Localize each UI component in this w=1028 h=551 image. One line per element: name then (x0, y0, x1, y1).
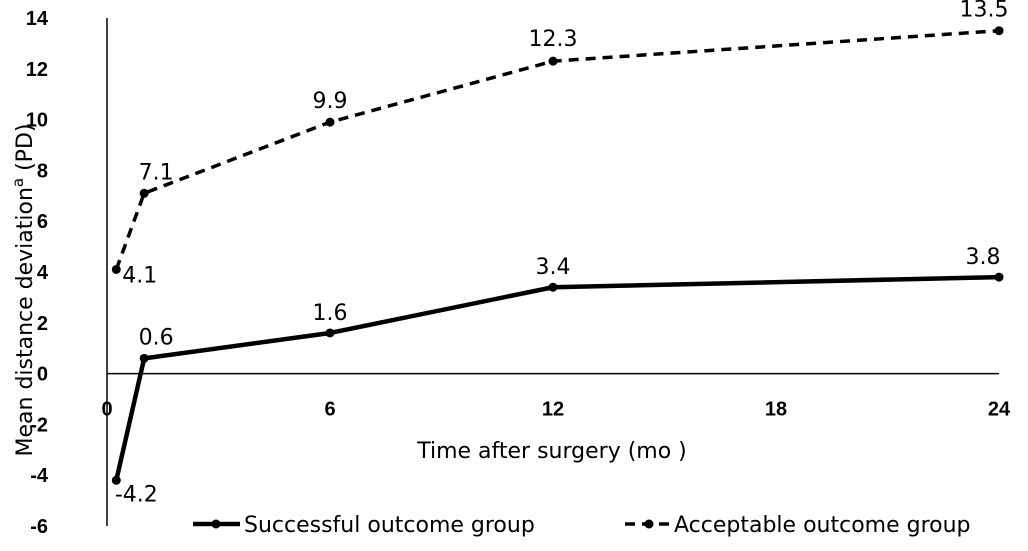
legend: Successful outcome group Acceptable outco… (193, 513, 971, 538)
data-point (111, 264, 121, 274)
y-tick-label: 4 (37, 262, 49, 284)
legend-marker (644, 519, 654, 529)
y-tick-label: 8 (37, 160, 48, 182)
data-point (325, 328, 335, 338)
data-label: 4.1 (122, 263, 157, 288)
y-axis-title-unit: (PD) (13, 124, 38, 178)
data-label: 13.5 (960, 0, 1009, 23)
y-tick-label: 2 (37, 313, 48, 335)
data-point (548, 56, 558, 66)
x-tick-label: 12 (542, 399, 564, 421)
x-tick-label: 0 (101, 399, 112, 421)
x-axis-title: Time after surgery (mo ) (416, 439, 687, 464)
y-axis-title-text: Mean distance deviationa (PD) (9, 124, 38, 457)
x-tick-label: 24 (988, 399, 1011, 421)
legend-marker (211, 519, 221, 529)
data-label: 3.4 (536, 255, 571, 280)
x-tick-label: 6 (324, 399, 335, 421)
legend-label: Acceptable outcome group (674, 513, 971, 538)
data-label: 12.3 (529, 27, 578, 52)
series-1: -4.2 0.6 1.6 3.4 3.8 (111, 245, 1004, 507)
data-point (139, 188, 149, 198)
y-tick-label: -2 (30, 414, 48, 436)
y-tick-label: 6 (37, 211, 48, 233)
y-tick-label: 14 (26, 8, 49, 30)
data-point (994, 272, 1004, 282)
legend-item: Acceptable outcome group (625, 513, 971, 538)
y-tick-label: -4 (30, 465, 49, 487)
data-point (325, 117, 335, 127)
series-line (114, 28, 1000, 271)
series-layer: -4.2 0.6 1.6 3.4 3.8 4.1 7.1 9.9 12.3 13.5 (111, 0, 1009, 507)
y-tick-label: 10 (26, 110, 48, 132)
data-label: 3.8 (966, 245, 1001, 270)
data-point (111, 475, 121, 485)
y-axis-title: Mean distance deviationa (PD) (9, 124, 38, 457)
legend-item: Successful outcome group (193, 513, 535, 538)
y-tick-label: 0 (37, 364, 48, 386)
y-tick-label: 12 (26, 59, 48, 81)
x-tick-label: 18 (765, 399, 787, 421)
legend-label: Successful outcome group (244, 513, 535, 538)
data-label: 1.6 (313, 301, 348, 326)
series-2: 4.1 7.1 9.9 12.3 13.5 (111, 0, 1009, 288)
data-point (139, 353, 149, 363)
data-point (994, 26, 1004, 36)
data-point (548, 282, 558, 292)
y-tick-label: -6 (30, 516, 48, 538)
y-axis-title-superscript: a (9, 178, 27, 187)
data-label: 0.6 (139, 325, 174, 350)
data-label: -4.2 (115, 482, 158, 507)
y-axis-title-main: Mean distance deviation (13, 187, 38, 456)
data-label: 9.9 (313, 89, 348, 114)
data-label: 7.1 (139, 160, 174, 185)
